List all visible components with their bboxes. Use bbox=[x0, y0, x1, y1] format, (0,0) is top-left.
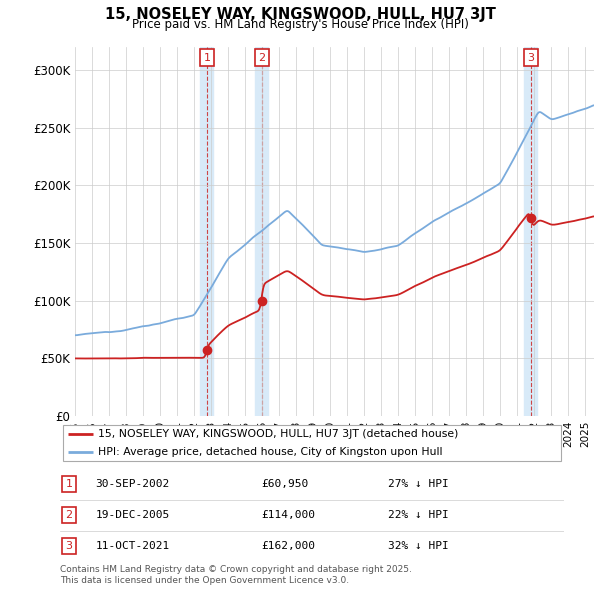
Text: 1: 1 bbox=[203, 53, 211, 63]
Bar bbox=[200, 47, 213, 416]
Text: HPI: Average price, detached house, City of Kingston upon Hull: HPI: Average price, detached house, City… bbox=[98, 447, 442, 457]
Text: 15, NOSELEY WAY, KINGSWOOD, HULL, HU7 3JT: 15, NOSELEY WAY, KINGSWOOD, HULL, HU7 3J… bbox=[104, 7, 496, 22]
Text: 1: 1 bbox=[65, 479, 73, 489]
Text: 3: 3 bbox=[527, 53, 535, 63]
Text: 15, NOSELEY WAY, KINGSWOOD, HULL, HU7 3JT (detached house): 15, NOSELEY WAY, KINGSWOOD, HULL, HU7 3J… bbox=[98, 430, 458, 440]
Text: £162,000: £162,000 bbox=[262, 541, 316, 551]
Text: Price paid vs. HM Land Registry's House Price Index (HPI): Price paid vs. HM Land Registry's House … bbox=[131, 18, 469, 31]
Text: 2: 2 bbox=[258, 53, 265, 63]
Text: 19-DEC-2005: 19-DEC-2005 bbox=[95, 510, 170, 520]
Text: 27% ↓ HPI: 27% ↓ HPI bbox=[388, 479, 448, 489]
Text: 30-SEP-2002: 30-SEP-2002 bbox=[95, 479, 170, 489]
Bar bbox=[524, 47, 537, 416]
Text: 32% ↓ HPI: 32% ↓ HPI bbox=[388, 541, 448, 551]
Text: £114,000: £114,000 bbox=[262, 510, 316, 520]
Bar bbox=[255, 47, 268, 416]
FancyBboxPatch shape bbox=[62, 425, 562, 461]
Text: 11-OCT-2021: 11-OCT-2021 bbox=[95, 541, 170, 551]
Text: Contains HM Land Registry data © Crown copyright and database right 2025.
This d: Contains HM Land Registry data © Crown c… bbox=[60, 565, 412, 585]
Text: 3: 3 bbox=[65, 541, 73, 551]
Text: 2: 2 bbox=[65, 510, 73, 520]
Text: £60,950: £60,950 bbox=[262, 479, 309, 489]
Text: 22% ↓ HPI: 22% ↓ HPI bbox=[388, 510, 448, 520]
